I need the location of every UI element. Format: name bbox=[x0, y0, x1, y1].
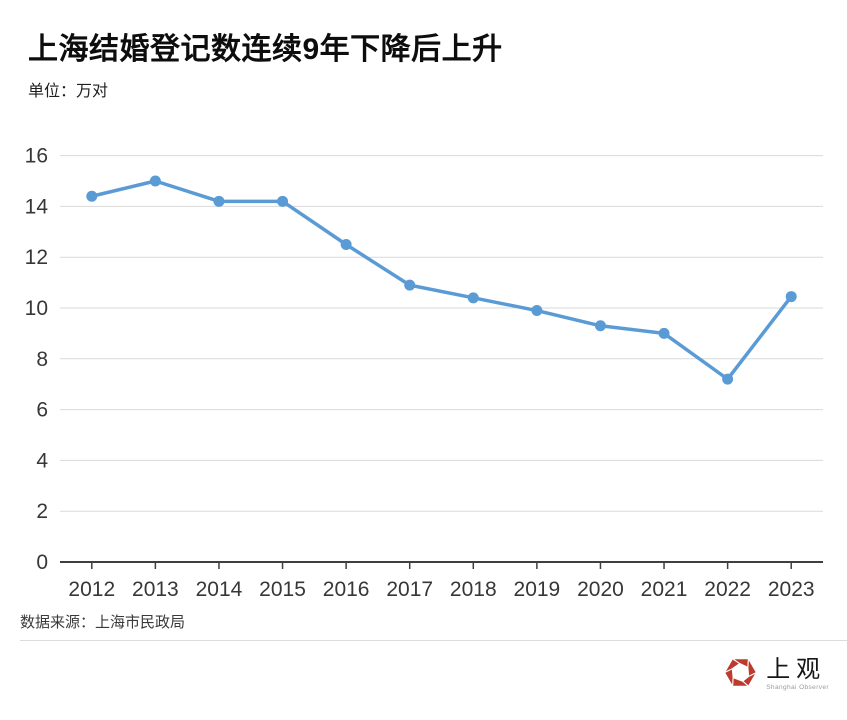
svg-text:2013: 2013 bbox=[132, 578, 179, 601]
svg-text:2021: 2021 bbox=[641, 578, 688, 601]
svg-text:2023: 2023 bbox=[768, 578, 815, 601]
svg-text:2014: 2014 bbox=[196, 578, 243, 601]
svg-text:2016: 2016 bbox=[323, 578, 370, 601]
svg-text:2022: 2022 bbox=[704, 578, 751, 601]
svg-text:2019: 2019 bbox=[514, 578, 561, 601]
svg-text:2: 2 bbox=[36, 500, 48, 523]
page-title: 上海结婚登记数连续9年下降后上升 bbox=[28, 33, 503, 66]
svg-text:6: 6 bbox=[36, 399, 48, 422]
aperture-icon bbox=[723, 656, 758, 689]
svg-text:4: 4 bbox=[36, 449, 48, 472]
svg-text:12: 12 bbox=[25, 246, 48, 269]
svg-text:0: 0 bbox=[36, 551, 48, 574]
svg-text:2017: 2017 bbox=[386, 578, 433, 601]
logo-subtitle: Shanghai Observer bbox=[766, 684, 829, 691]
svg-text:2012: 2012 bbox=[68, 578, 115, 601]
svg-text:2018: 2018 bbox=[450, 578, 497, 601]
svg-text:14: 14 bbox=[25, 195, 49, 218]
svg-text:2015: 2015 bbox=[259, 578, 306, 601]
logo-wordmark: 上观 bbox=[766, 655, 827, 683]
shanghai-observer-logo: 上观 Shanghai Observer bbox=[723, 655, 829, 691]
svg-text:16: 16 bbox=[25, 145, 48, 168]
line-chart: 0 2 4 6 8 10 12 14 16 2012 2013 2014 2015 2016 2017 201… bbox=[25, 145, 823, 601]
svg-text:10: 10 bbox=[25, 297, 48, 320]
unit-label: 单位：万对 bbox=[28, 83, 109, 100]
svg-text:2020: 2020 bbox=[577, 578, 624, 601]
logo-text: 上观 Shanghai Observer bbox=[766, 655, 829, 691]
svg-text:8: 8 bbox=[36, 348, 48, 371]
footer-divider bbox=[20, 640, 847, 641]
data-source-label: 数据来源：上海市民政局 bbox=[20, 614, 186, 631]
